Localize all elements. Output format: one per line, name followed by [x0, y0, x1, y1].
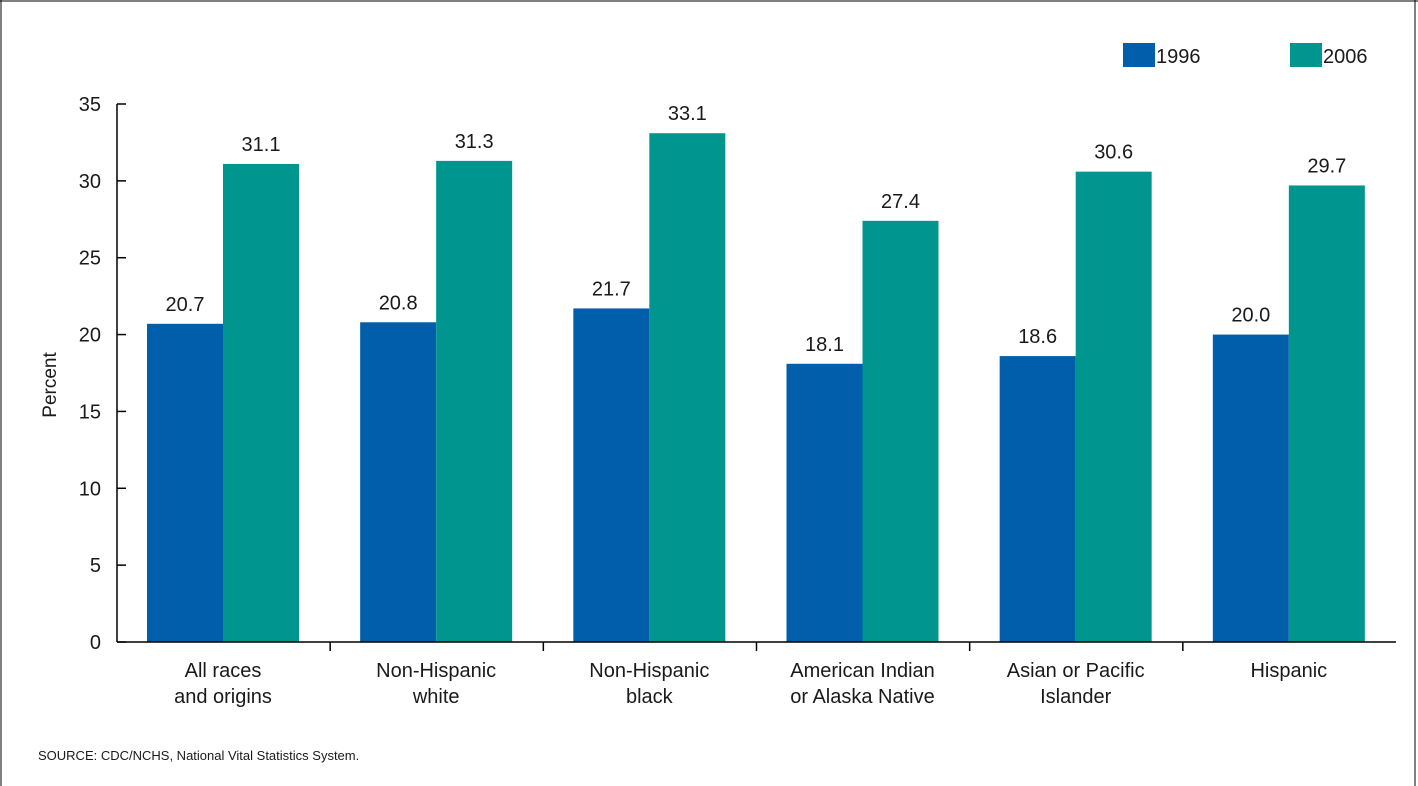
data-labels: 20.7 20.8 21.7 18.1 18.6 20.0 31.1 31.3 33.1 27.4…: [166, 103, 1347, 356]
data-label-1996: 20.8: [379, 292, 418, 314]
category-label-line: Non-Hispanic: [376, 660, 496, 682]
bar-2006: [862, 220, 939, 642]
y-tick-label: 20: [79, 325, 101, 347]
category-label-line: black: [626, 686, 674, 708]
y-tick-label: 15: [79, 401, 101, 423]
source-note: SOURCE: CDC/NCHS, National Vital Statist…: [38, 748, 359, 763]
category-label-line: Non-Hispanic: [589, 660, 709, 682]
bar-1996: [1212, 334, 1289, 642]
data-label-1996: 18.6: [1018, 326, 1057, 348]
bar-2006: [436, 160, 513, 643]
category-label: Hispanic: [1250, 660, 1327, 682]
bar-2006: [1288, 185, 1365, 642]
bar-2006: [649, 133, 726, 642]
bar-1996: [360, 322, 437, 642]
y-tick-label: 25: [79, 248, 101, 270]
y-axis-title: Percent: [40, 352, 61, 418]
bar-2006: [223, 163, 299, 642]
category-label: Non-Hispanic black: [589, 660, 709, 708]
category-label: Asian or Pacific Islander: [1007, 660, 1145, 708]
y-tick-label: 0: [90, 632, 101, 654]
data-label-1996: 20.7: [166, 294, 205, 316]
y-tick-label: 35: [79, 94, 101, 116]
legend-label-1996: 1996: [1156, 46, 1201, 68]
y-tick-label: 5: [90, 555, 101, 577]
legend: 1996 2006: [1123, 43, 1368, 68]
bar-1996: [147, 323, 223, 642]
category-label: Non-Hispanic white: [376, 660, 496, 708]
category-label-line: or Alaska Native: [790, 686, 935, 708]
category-label: American Indian or Alaska Native: [790, 660, 935, 708]
category-label-line: white: [412, 686, 460, 708]
legend-swatch-2006: [1290, 43, 1322, 67]
category-label-line: and origins: [174, 686, 272, 708]
category-label-line: American Indian: [790, 660, 935, 682]
data-label-2006: 31.3: [455, 131, 494, 153]
bar-2006: [1075, 171, 1152, 643]
category-label-line: Islander: [1040, 686, 1111, 708]
bar-1996: [786, 363, 863, 642]
bar-1996: [999, 356, 1076, 642]
category-label: All races and origins: [174, 660, 272, 708]
data-label-1996: 18.1: [805, 334, 844, 356]
data-label-2006: 30.6: [1094, 142, 1133, 164]
category-label-line: Hispanic: [1250, 660, 1327, 682]
y-tick-label: 30: [79, 171, 101, 193]
data-label-2006: 29.7: [1307, 155, 1346, 177]
category-label-line: All races: [185, 660, 262, 682]
category-label-line: Asian or Pacific: [1007, 660, 1145, 682]
y-tick-label: 10: [79, 478, 101, 500]
data-label-2006: 33.1: [668, 103, 707, 125]
bars: [147, 133, 1365, 643]
bar-1996: [573, 308, 650, 642]
legend-swatch-1996: [1123, 43, 1155, 67]
data-label-1996: 20.0: [1231, 305, 1270, 327]
y-axis: 0 5 10 15 20 25 30 35: [79, 94, 126, 654]
data-label-2006: 27.4: [881, 191, 920, 213]
data-label-2006: 31.1: [242, 134, 281, 156]
legend-label-2006: 2006: [1323, 46, 1368, 68]
data-label-1996: 21.7: [592, 278, 631, 300]
